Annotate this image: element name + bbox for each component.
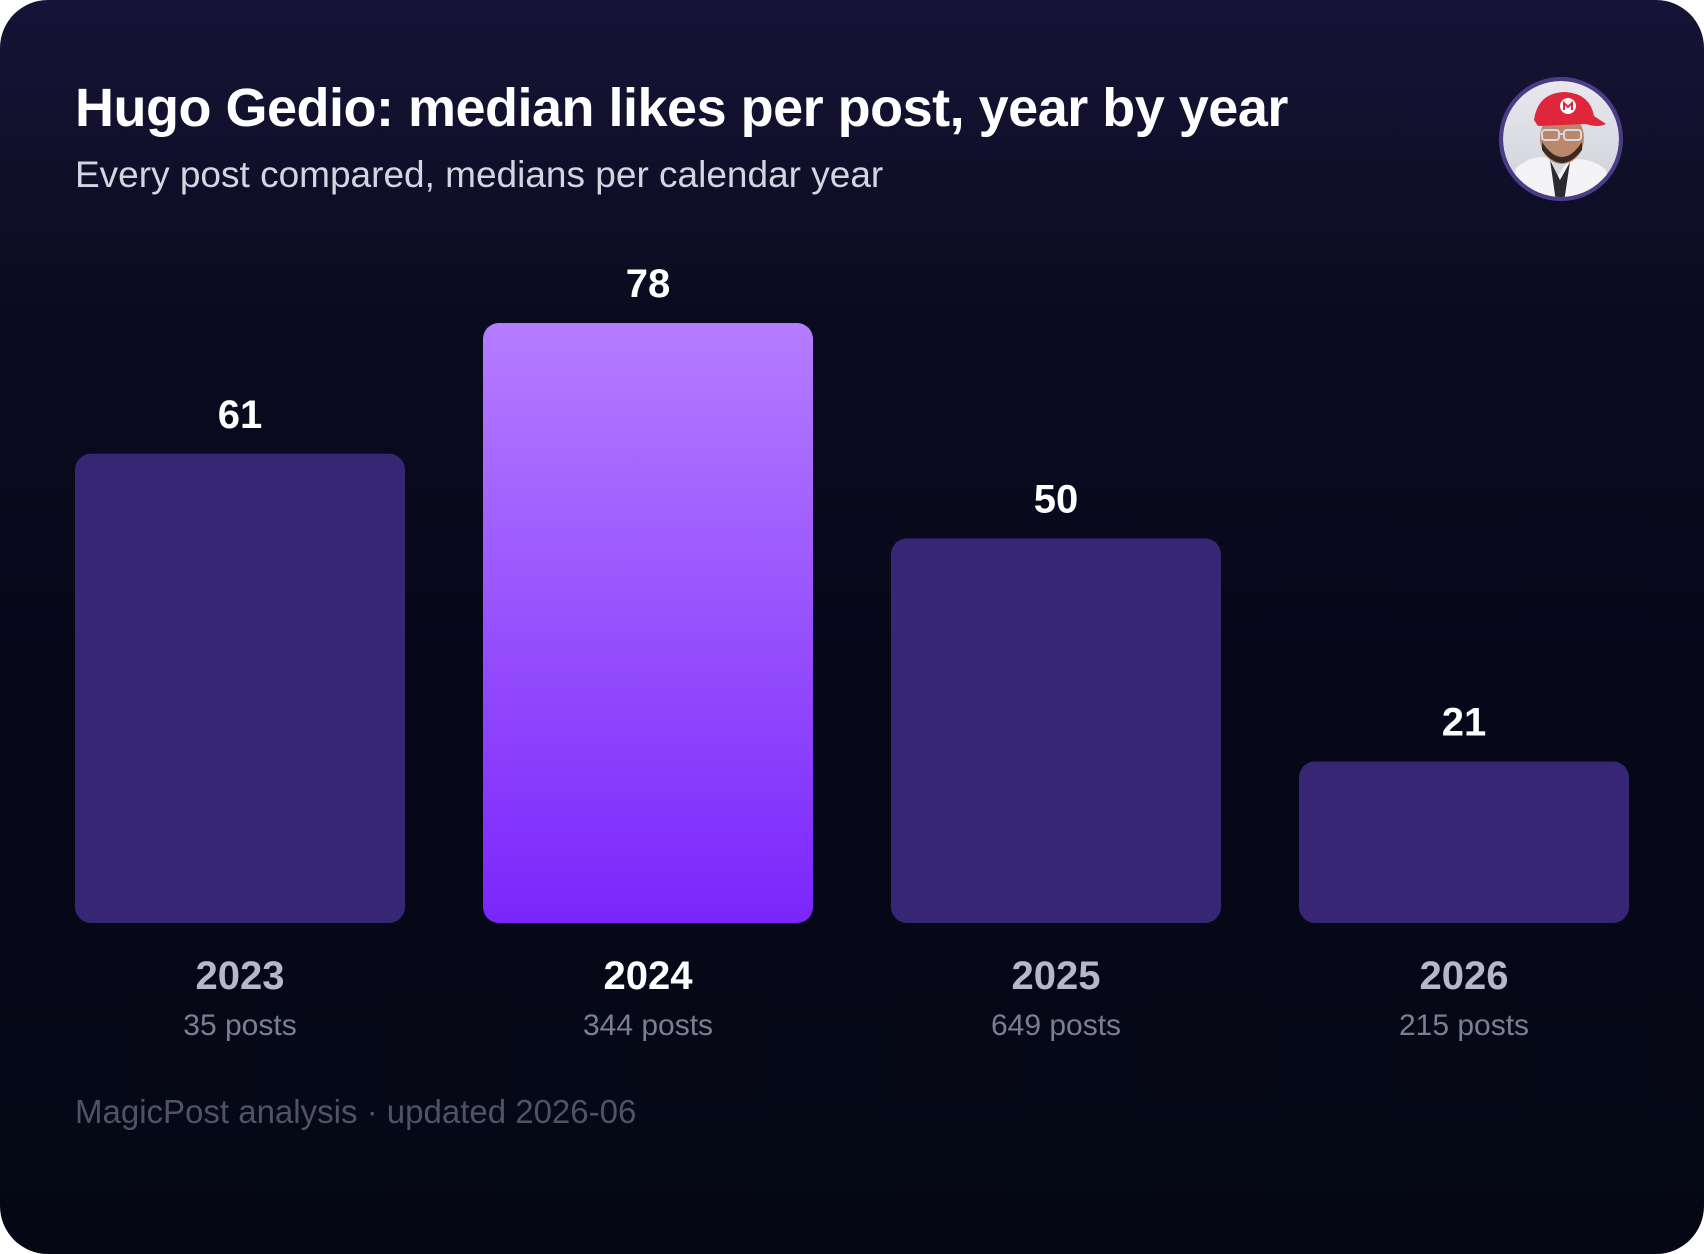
value-label-2024: 78: [626, 262, 671, 306]
posts-count-2026: 215 posts: [1399, 1009, 1529, 1042]
bar-2025: [891, 538, 1221, 923]
bar-2024: [483, 323, 813, 923]
footer-credit: MagicPost analysis · updated 2026-06: [75, 1093, 637, 1130]
year-label-2025: 2025: [1012, 954, 1101, 998]
bar-2023: [75, 453, 405, 923]
value-label-2026: 21: [1442, 700, 1487, 744]
chart-subtitle: Every post compared, medians per calenda…: [75, 154, 884, 195]
bars-group: 61 2023 35 posts 78 2024 344 posts 50 2025 649 p…: [75, 262, 1629, 1042]
posts-count-2023: 35 posts: [183, 1009, 296, 1042]
value-label-2023: 61: [218, 393, 263, 437]
avatar-image: [1499, 77, 1623, 201]
posts-count-2025: 649 posts: [991, 1009, 1121, 1042]
posts-count-2024: 344 posts: [583, 1009, 713, 1042]
bar-2026: [1299, 761, 1629, 923]
year-label-2026: 2026: [1420, 954, 1509, 998]
year-label-2024: 2024: [604, 954, 694, 998]
chart-title: Hugo Gedio: median likes per post, year …: [75, 78, 1288, 138]
avatar: [1498, 76, 1624, 202]
value-label-2025: 50: [1034, 477, 1079, 521]
year-label-2023: 2023: [196, 954, 285, 998]
